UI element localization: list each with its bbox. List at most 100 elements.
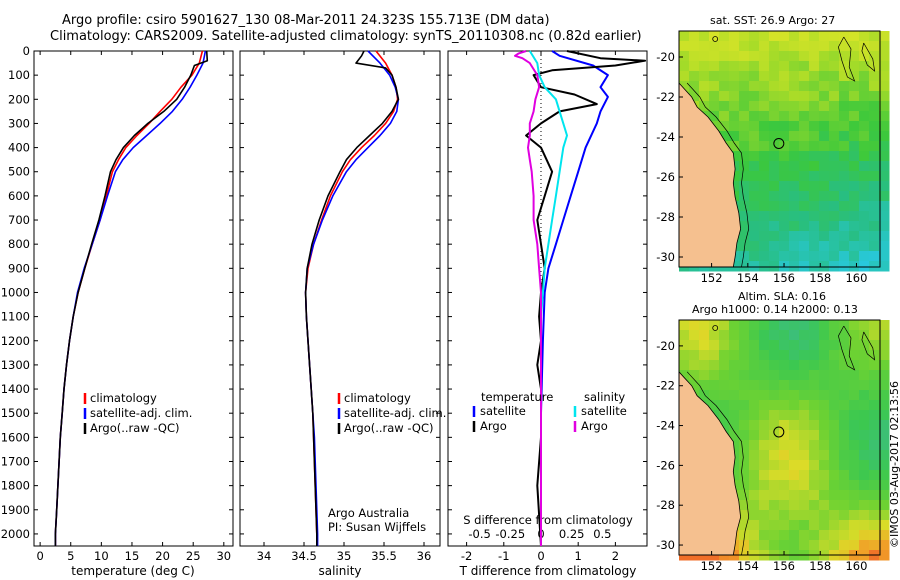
sla-map-cell [839, 320, 850, 331]
sst-map-cell [769, 51, 780, 62]
sst-map-cell [859, 111, 870, 122]
sla-map-cell [849, 460, 860, 471]
sst-map-cell [869, 91, 880, 102]
sla-map-cell [809, 440, 820, 451]
sla-map-cell [749, 520, 760, 531]
sst-map-cell [829, 61, 840, 72]
sla-map-cell [869, 490, 880, 501]
sla-map-cell [849, 450, 860, 461]
sst-map-cell [809, 91, 820, 102]
sst-map-cell [809, 251, 820, 262]
depth-tick-label: 1800 [1, 479, 30, 493]
sla-map-cell [799, 430, 810, 441]
sla-map-cell [859, 380, 870, 391]
sst-map-cell [759, 241, 770, 252]
diff-xlabel: T difference from climatology [459, 564, 637, 578]
sla-map-cell [839, 360, 850, 371]
sla-map-cell [819, 440, 830, 451]
sst-map-cell [769, 221, 780, 232]
sla-map-cell [849, 380, 860, 391]
sal-legend-label: Argo(..raw -QC) [344, 421, 434, 435]
sst-map-cell [869, 31, 880, 42]
sst-map-cell [749, 71, 760, 82]
sla-map-cell [879, 500, 890, 511]
sst-map-cell [859, 141, 870, 152]
sst-map-cell [749, 161, 760, 172]
sla-map-cell [849, 420, 860, 431]
sst-map-cell [849, 91, 860, 102]
sst-map-cell [739, 161, 750, 172]
sla-map-cell [829, 380, 840, 391]
sst-map-cell [879, 261, 890, 272]
sst-map-cell [779, 71, 790, 82]
sla-map-ytick-label: -30 [656, 538, 675, 552]
sst-map-cell [849, 51, 860, 62]
sst-map-cell [769, 171, 780, 182]
depth-tick-label: 1300 [1, 358, 30, 372]
sla-map-cell [819, 370, 830, 381]
sst-map-cell [779, 141, 790, 152]
sla-map-cell [829, 350, 840, 361]
sst-map-cell [799, 91, 810, 102]
sst-map-cell [769, 181, 780, 192]
sla-map-cell [799, 500, 810, 511]
sla-map-cell [859, 480, 870, 491]
sla-map-cell [869, 330, 880, 341]
sst-map-cell [699, 61, 710, 72]
sla-map-cell [759, 470, 770, 481]
sla-map-cell [719, 400, 730, 411]
sst-map-cell [739, 231, 750, 242]
sst-map-cell [819, 201, 830, 212]
sla-map-cell [869, 420, 880, 431]
sla-map-cell [749, 340, 760, 351]
sla-map-cell [859, 510, 870, 521]
sst-map-cell [789, 111, 800, 122]
sla-map-cell [769, 480, 780, 491]
sst-map-cell [879, 231, 890, 242]
sst-map-cell [749, 221, 760, 232]
sla-map-cell [869, 450, 880, 461]
sst-map-xtick-label: 154 [737, 271, 759, 285]
sst-map-cell [839, 181, 850, 192]
sla-map-cell [829, 540, 840, 551]
sla-map-cell [749, 390, 760, 401]
sla-map-cell [769, 470, 780, 481]
sla-map-cell [799, 340, 810, 351]
sst-map-cell [819, 261, 830, 272]
sla-map-cell [879, 350, 890, 361]
sla-map-cell [799, 470, 810, 481]
sla-map-cell [779, 450, 790, 461]
sst-map-cell [749, 151, 760, 162]
sla-map-cell [799, 410, 810, 421]
depth-tick-label: 800 [8, 237, 30, 251]
sla-map-cell [769, 460, 780, 471]
sla-map-cell [759, 380, 770, 391]
sst-map-cell [689, 41, 700, 52]
sst-map-cell [809, 171, 820, 182]
sst-map-cell [819, 251, 830, 262]
sst-map-cell [719, 131, 730, 142]
sla-map-cell [759, 400, 770, 411]
map1-title: sat. SST: 26.9 Argo: 27 [710, 14, 836, 27]
sla-map-cell [749, 360, 760, 371]
sla-map-cell [779, 390, 790, 401]
sst-map-cell [879, 101, 890, 112]
sla-map-cell [739, 460, 750, 471]
sst-map-cell [769, 241, 780, 252]
sst-map-cell [739, 31, 750, 42]
temp-legend-label: climatology [90, 391, 157, 405]
sst-map-cell [709, 81, 720, 92]
sla-map-cell [719, 320, 730, 331]
sst-map-cell [789, 191, 800, 202]
sla-map-cell [739, 390, 750, 401]
sla-map-ytick-label: -24 [656, 419, 675, 433]
sla-map-cell [789, 460, 800, 471]
sst-map-cell [779, 191, 790, 202]
sst-map-cell [799, 151, 810, 162]
sla-map-cell [749, 330, 760, 341]
sst-map-cell [779, 51, 790, 62]
sla-map-cell [849, 340, 860, 351]
map2-title-line2: Argo h1000: 0.14 h2000: 0.13 [692, 303, 858, 316]
sla-map-cell [699, 340, 710, 351]
